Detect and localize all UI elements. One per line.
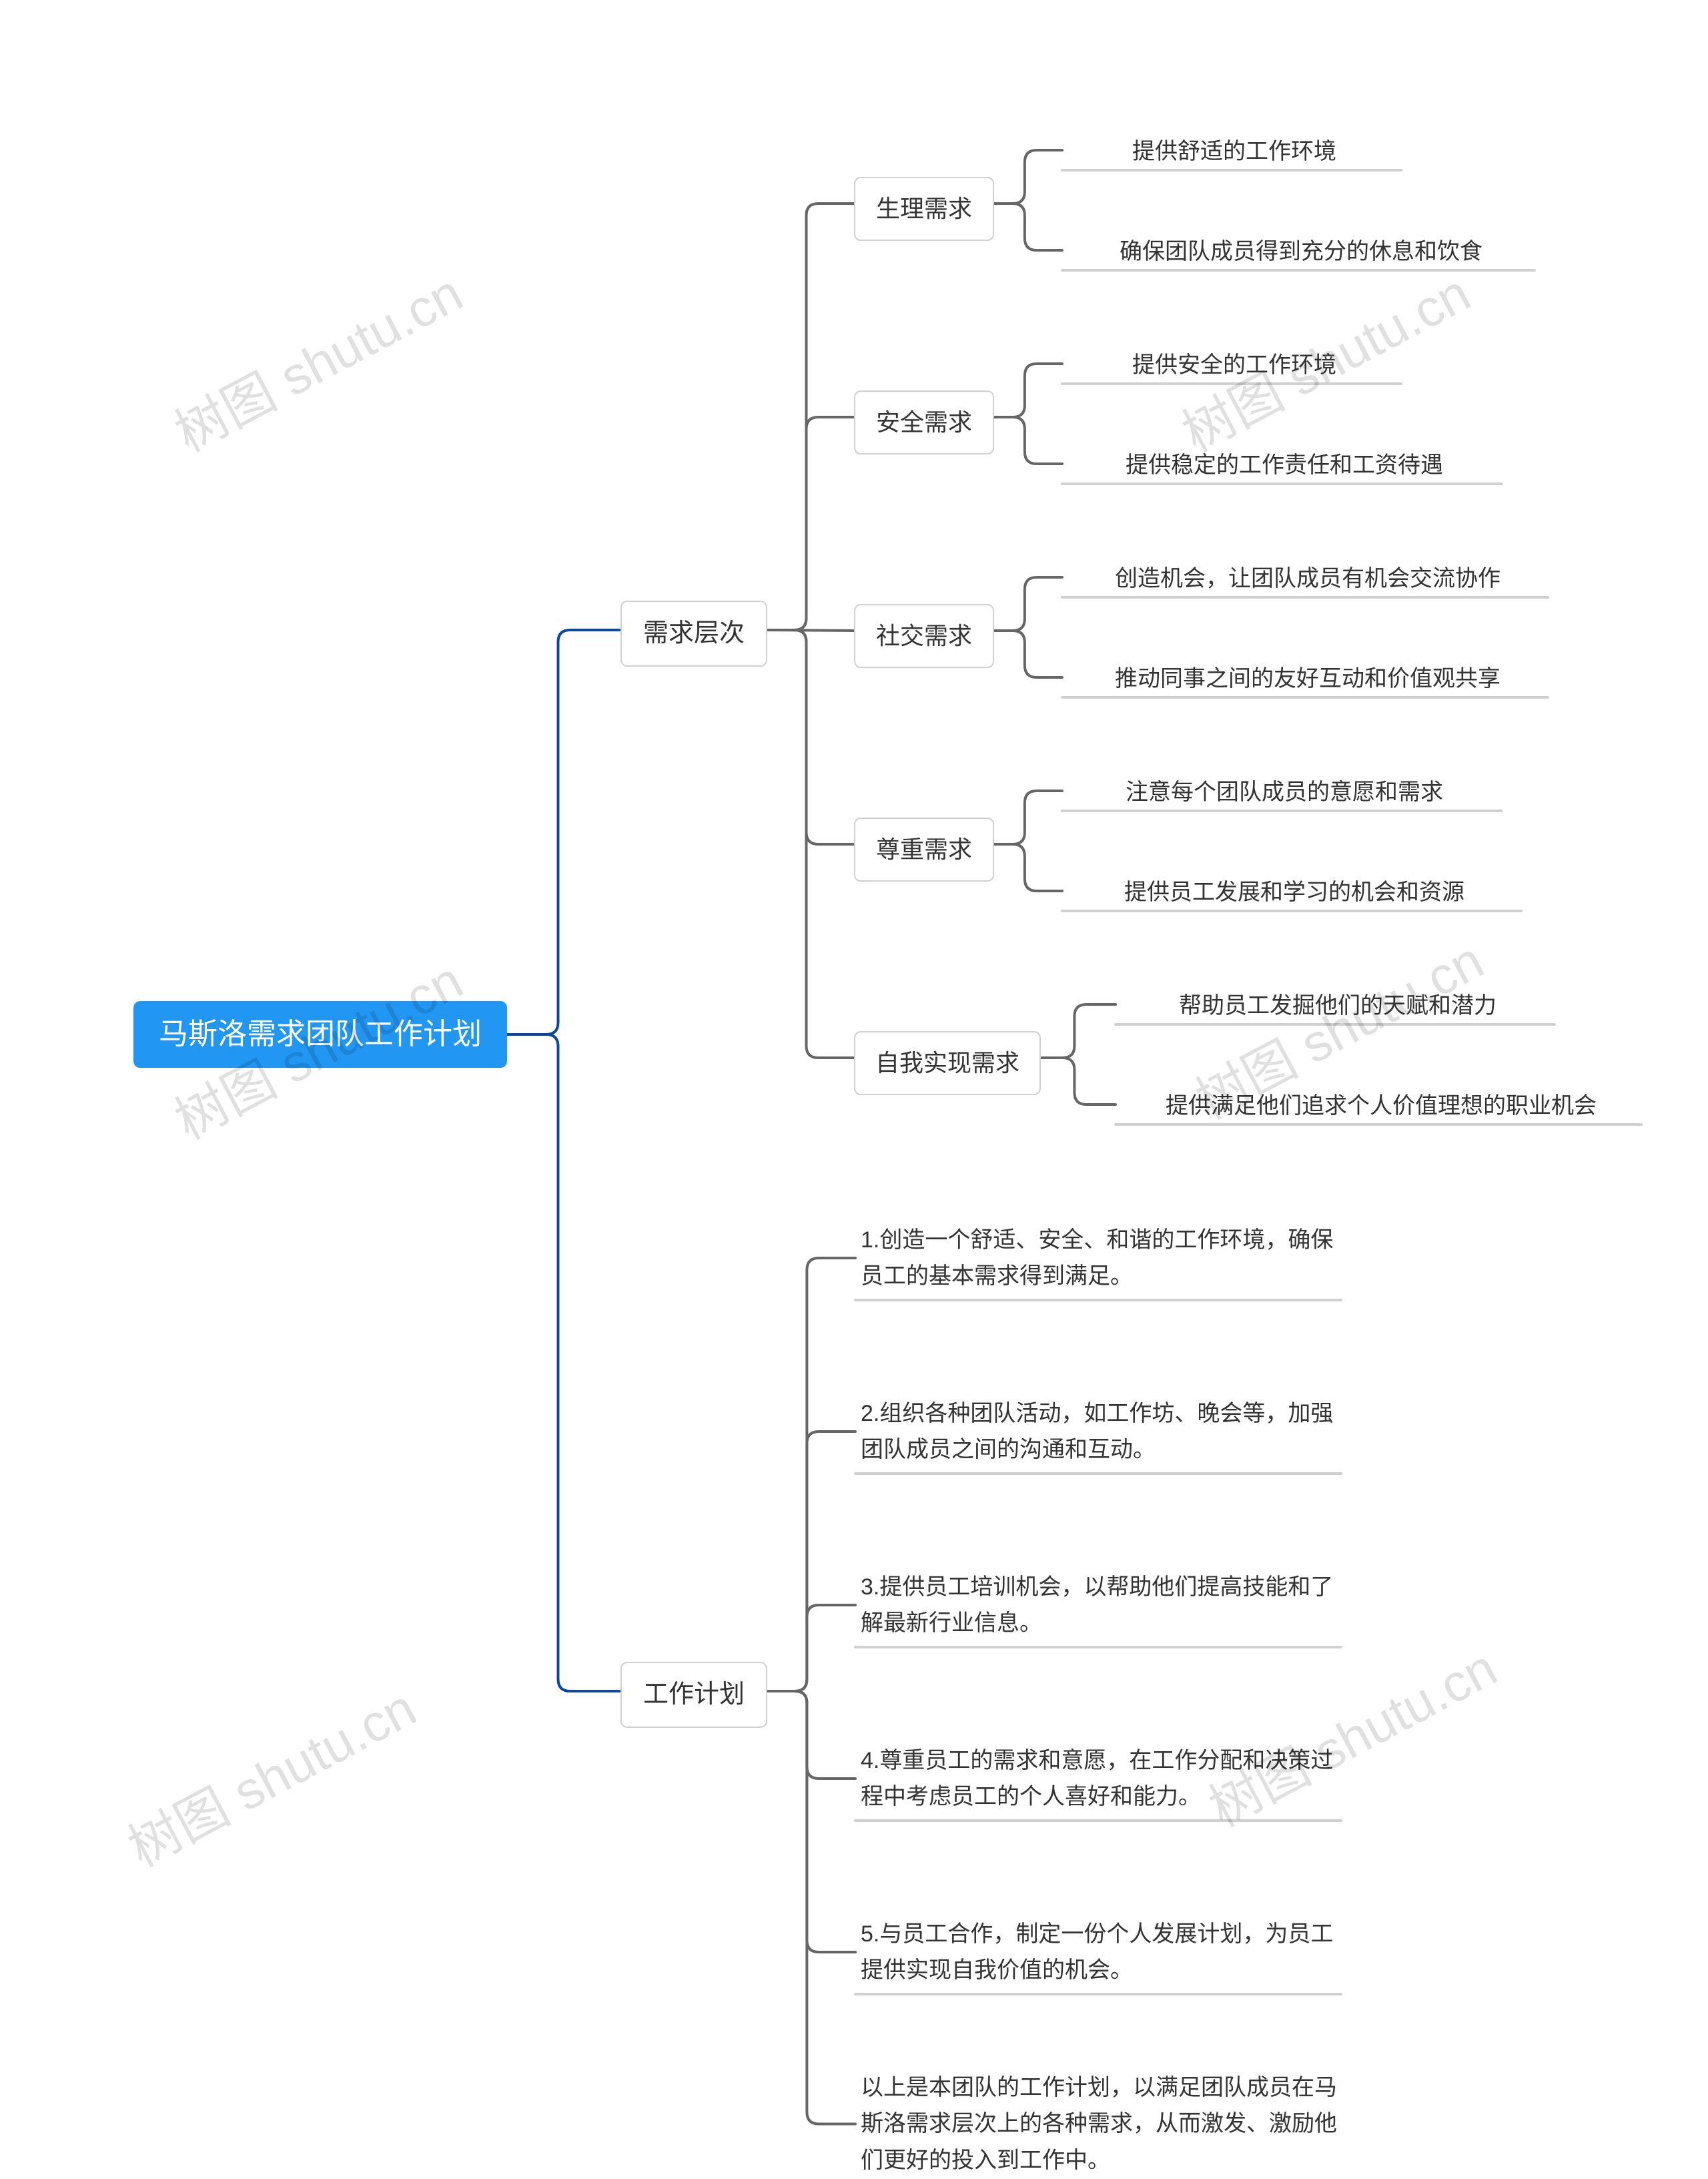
- branch-needs[interactable]: 需求层次: [620, 601, 767, 667]
- leaf-plan-3: 4.尊重员工的需求和意愿，在工作分配和决策过程中考虑员工的个人喜好和能力。: [861, 1742, 1341, 1815]
- branch-plan[interactable]: 工作计划: [620, 1662, 767, 1728]
- leaf-plan-4-label: 5.与员工合作，制定一份个人发展计划，为员工提供实现自我价值的机会。: [861, 1916, 1341, 1989]
- leaf-plan-0: 1.创造一个舒适、安全、和谐的工作环境，确保员工的基本需求得到满足。: [861, 1221, 1341, 1295]
- root-node[interactable]: 马斯洛需求团队工作计划: [133, 1001, 507, 1068]
- sub-social-label: 社交需求: [876, 617, 972, 655]
- leaf-safety-0-label: 提供安全的工作环境: [1132, 347, 1336, 383]
- leaf-selfact-1-label: 提供满足他们追求个人价值理想的职业机会: [1166, 1088, 1597, 1124]
- leaf-safety-1-label: 提供稳定的工作责任和工资待遇: [1126, 447, 1443, 483]
- leaf-respect-0-label: 注意每个团队成员的意愿和需求: [1126, 774, 1443, 810]
- sub-respect[interactable]: 尊重需求: [854, 818, 994, 882]
- leaf-social-1-label: 推动同事之间的友好互动和价值观共享: [1115, 661, 1501, 697]
- leaf-plan-2-label: 3.提供员工培训机会，以帮助他们提高技能和了解最新行业信息。: [861, 1569, 1341, 1642]
- leaf-respect-1: 提供员工发展和学习的机会和资源: [1068, 874, 1521, 910]
- leaf-plan-1-label: 2.组织各种团队活动，如工作坊、晚会等，加强团队成员之间的沟通和互动。: [861, 1395, 1341, 1468]
- root-label: 马斯洛需求团队工作计划: [159, 1012, 482, 1057]
- sub-phys-label: 生理需求: [876, 190, 972, 228]
- leaf-plan-3-label: 4.尊重员工的需求和意愿，在工作分配和决策过程中考虑员工的个人喜好和能力。: [861, 1743, 1341, 1815]
- leaf-plan-0-label: 1.创造一个舒适、安全、和谐的工作环境，确保员工的基本需求得到满足。: [861, 1222, 1341, 1295]
- sub-safety[interactable]: 安全需求: [854, 390, 994, 454]
- leaf-plan-5: 以上是本团队的工作计划，以满足团队成员在马斯洛需求层次上的各种需求，从而激发、激…: [861, 2069, 1354, 2179]
- leaf-plan-1: 2.组织各种团队活动，如工作坊、晚会等，加强团队成员之间的沟通和互动。: [861, 1395, 1341, 1468]
- leaf-plan-5-label: 以上是本团队的工作计划，以满足团队成员在马斯洛需求层次上的各种需求，从而激发、激…: [861, 2070, 1354, 2178]
- leaf-safety-1: 提供稳定的工作责任和工资待遇: [1068, 447, 1501, 483]
- leaf-respect-0: 注意每个团队成员的意愿和需求: [1068, 774, 1501, 810]
- branch-needs-label: 需求层次: [643, 614, 745, 653]
- sub-respect-label: 尊重需求: [876, 831, 972, 868]
- sub-safety-label: 安全需求: [876, 404, 972, 441]
- leaf-phys-0: 提供舒适的工作环境: [1068, 133, 1401, 170]
- sub-selfact[interactable]: 自我实现需求: [854, 1031, 1041, 1095]
- leaf-phys-1-label: 确保团队成员得到充分的休息和饮食: [1120, 234, 1482, 270]
- leaf-safety-0: 提供安全的工作环境: [1068, 347, 1401, 383]
- leaf-selfact-0-label: 帮助员工发掘他们的天赋和潜力: [1179, 988, 1497, 1024]
- leaf-selfact-0: 帮助员工发掘他们的天赋和潜力: [1121, 988, 1555, 1024]
- branch-plan-label: 工作计划: [643, 1675, 745, 1715]
- leaf-social-1: 推动同事之间的友好互动和价值观共享: [1068, 661, 1548, 697]
- leaf-plan-2: 3.提供员工培训机会，以帮助他们提高技能和了解最新行业信息。: [861, 1568, 1341, 1642]
- leaf-social-0-label: 创造机会，让团队成员有机会交流协作: [1115, 561, 1501, 597]
- sub-social[interactable]: 社交需求: [854, 604, 994, 668]
- leaf-plan-4: 5.与员工合作，制定一份个人发展计划，为员工提供实现自我价值的机会。: [861, 1915, 1341, 1989]
- leaf-social-0: 创造机会，让团队成员有机会交流协作: [1068, 561, 1548, 597]
- leaf-phys-1: 确保团队成员得到充分的休息和饮食: [1068, 234, 1535, 270]
- sub-selfact-label: 自我实现需求: [875, 1044, 1019, 1082]
- sub-phys[interactable]: 生理需求: [854, 177, 994, 241]
- leaf-selfact-1: 提供满足他们追求个人价值理想的职业机会: [1121, 1088, 1641, 1124]
- leaf-phys-0-label: 提供舒适的工作环境: [1132, 133, 1336, 170]
- leaf-respect-1-label: 提供员工发展和学习的机会和资源: [1124, 874, 1464, 910]
